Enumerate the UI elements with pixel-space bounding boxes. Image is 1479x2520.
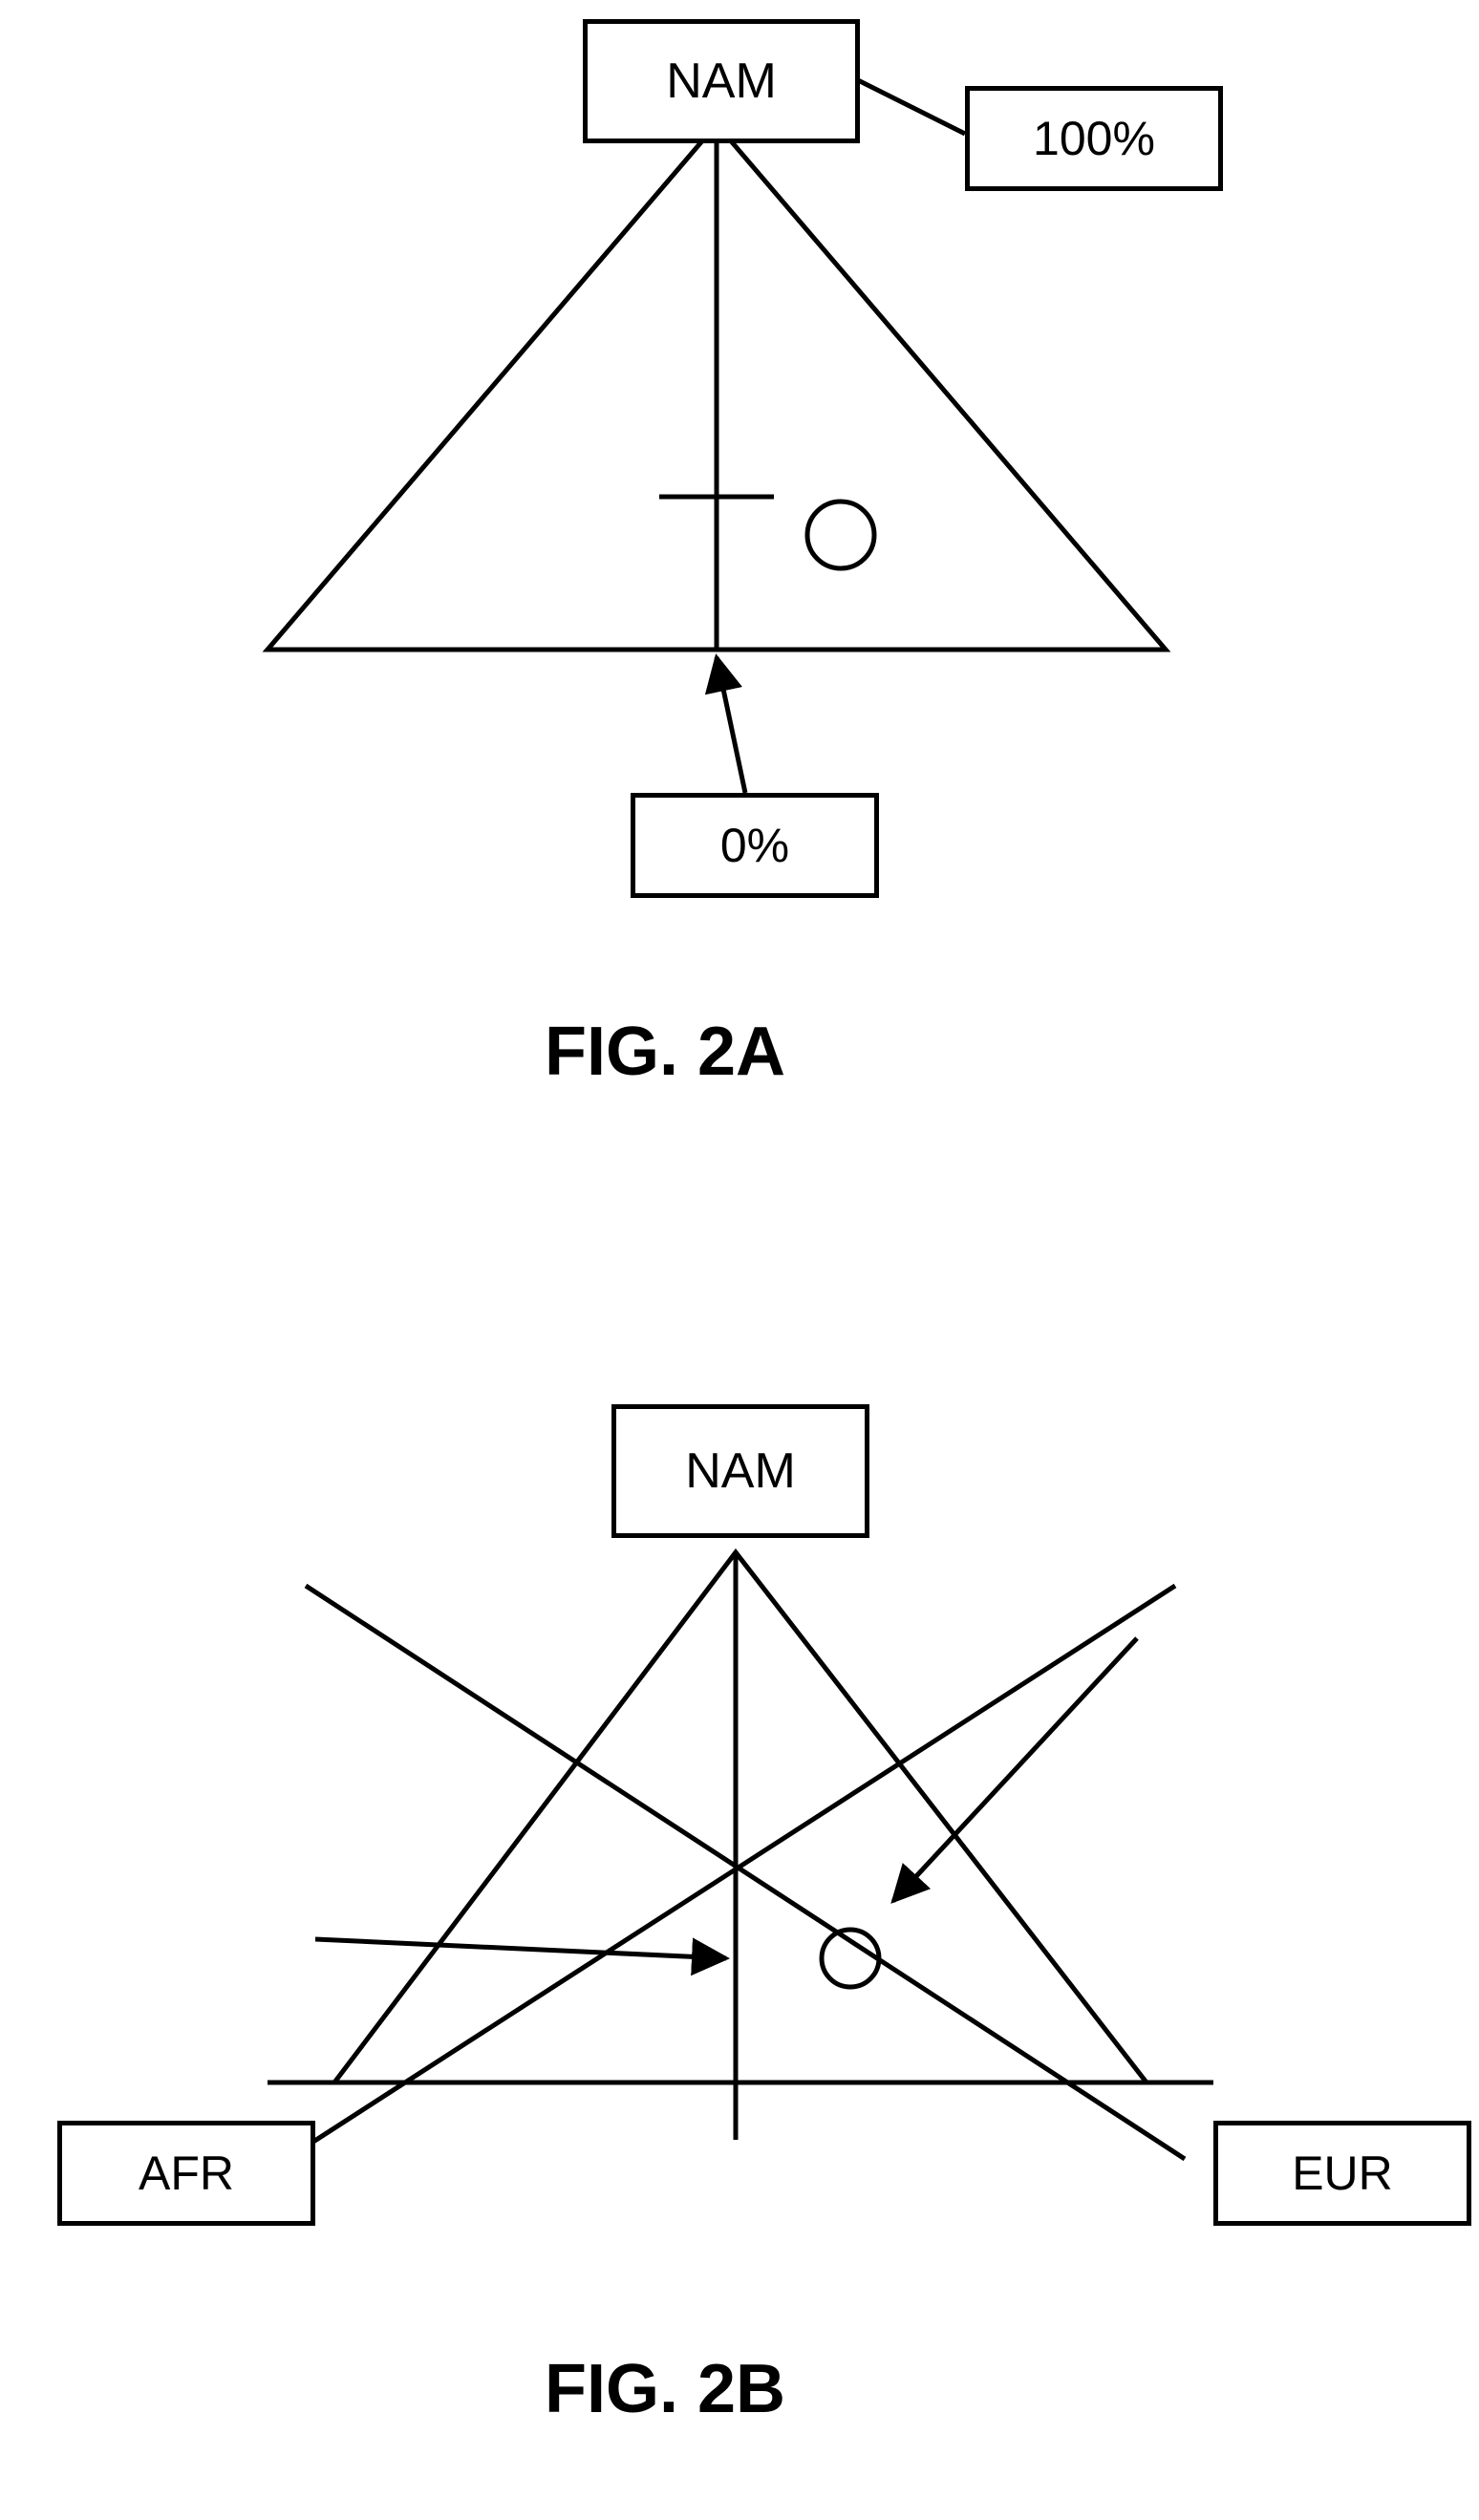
fig2a-nam-label: NAM xyxy=(666,53,777,110)
fig2a-0-box: 0% xyxy=(631,793,879,898)
fig2a-caption: FIG. 2A xyxy=(545,1013,785,1091)
fig2b-eur-box: EUR xyxy=(1213,2121,1471,2226)
fig2b-caption: FIG. 2B xyxy=(545,2350,785,2428)
fig2b-tr-arrow xyxy=(893,1638,1137,1901)
fig2b-triangle xyxy=(334,1552,1147,2082)
fig2b-eur-label: EUR xyxy=(1292,2146,1393,2201)
fig2b-afr-box: AFR xyxy=(57,2121,315,2226)
fig2a-100-label: 100% xyxy=(1033,111,1155,166)
fig2b-diag-tr-bl xyxy=(287,1586,1175,2159)
fig2b-left-arrow xyxy=(315,1939,726,1958)
fig2b-nam-box: NAM xyxy=(611,1404,869,1538)
fig2a-0-label: 0% xyxy=(720,818,789,873)
fig2a-100-box: 100% xyxy=(965,86,1223,191)
fig2a-0-arrow xyxy=(717,657,745,793)
fig2a-nam-box: NAM xyxy=(583,19,860,143)
fig2b-diag-tl-br xyxy=(306,1586,1185,2159)
fig2a-circle-marker xyxy=(807,502,874,568)
fig2b-afr-label: AFR xyxy=(139,2146,234,2201)
fig2a-nam-to-100-line xyxy=(850,76,965,134)
page: NAM 100% 0% FIG. 2A xyxy=(0,0,1479,2520)
fig2b-nam-label: NAM xyxy=(685,1442,796,1500)
